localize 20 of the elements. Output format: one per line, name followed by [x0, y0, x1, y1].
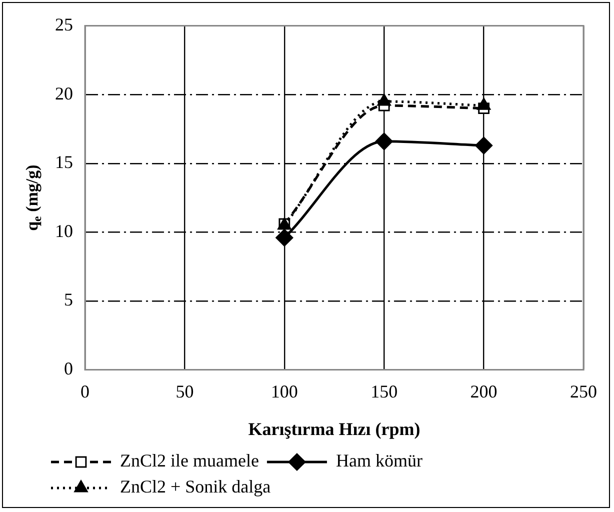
point — [475, 136, 493, 154]
y-axis-title: qe (mg/g) — [22, 164, 44, 231]
x-tick-label: 200 — [470, 381, 498, 402]
x-tick-label: 0 — [80, 381, 90, 402]
y-tick-label: 15 — [55, 152, 73, 172]
y-tick-label: 5 — [64, 290, 73, 310]
y-tick-label: 25 — [55, 14, 73, 35]
x-tick-label: 250 — [570, 381, 597, 402]
x-tick-label: 50 — [176, 381, 194, 402]
x-axis-title: Karıştırma Hızı (rpm) — [248, 418, 420, 439]
point — [375, 132, 393, 150]
x-tick-label: 100 — [270, 381, 298, 402]
legend-label: ZnCl2 ile muamele — [120, 450, 259, 471]
x-tick-label: 150 — [370, 381, 398, 402]
legend-label: ZnCl2 + Sonik dalga — [120, 476, 271, 497]
y-tick-label: 0 — [64, 358, 73, 379]
y-tick-label: 20 — [55, 83, 73, 104]
point — [276, 228, 294, 246]
y-tick-label: 10 — [55, 220, 73, 241]
legend-label: Ham kömür — [336, 450, 422, 471]
